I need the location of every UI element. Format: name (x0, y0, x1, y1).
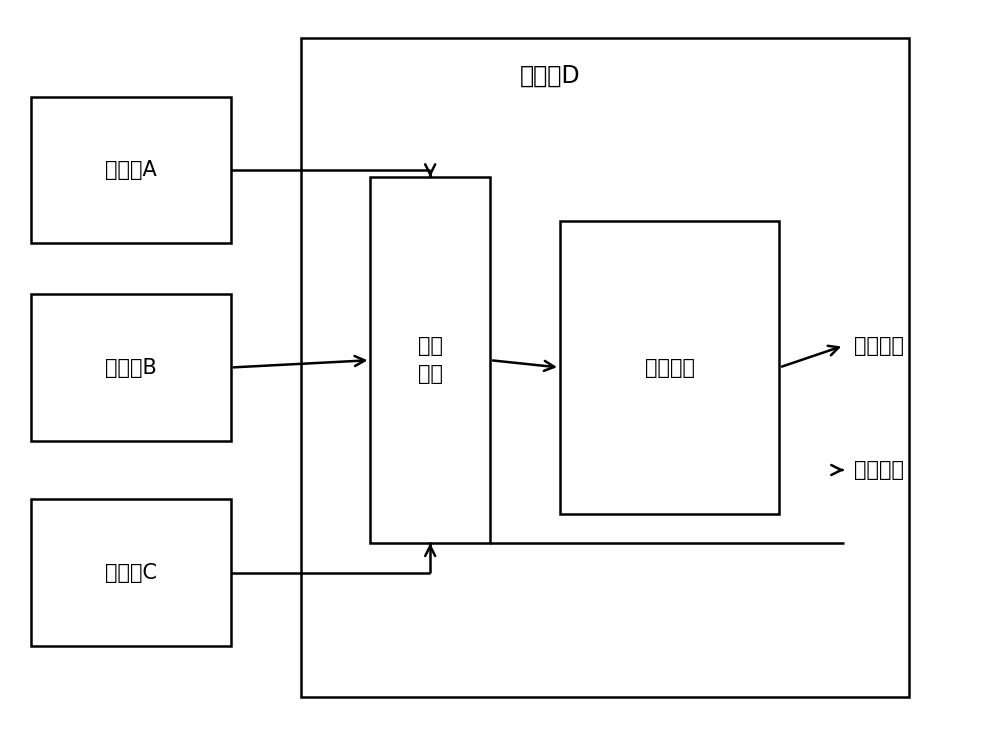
Text: 处理器B: 处理器B (105, 357, 157, 378)
Text: 输入
仲裁: 输入 仲裁 (418, 336, 443, 384)
Text: 处理器C: 处理器C (105, 562, 157, 583)
Text: 处理器D: 处理器D (520, 64, 581, 87)
Bar (370, 177, 490, 543)
Text: 计算任务: 计算任务 (645, 357, 695, 378)
Bar (560, 221, 779, 514)
Bar (31, 294, 231, 441)
Text: 处理器A: 处理器A (105, 159, 157, 180)
Bar (31, 96, 231, 243)
Bar (301, 38, 909, 697)
Text: 计算输出: 计算输出 (854, 336, 904, 356)
Text: 仲裁结果: 仲裁结果 (854, 460, 904, 480)
Bar (31, 499, 231, 646)
